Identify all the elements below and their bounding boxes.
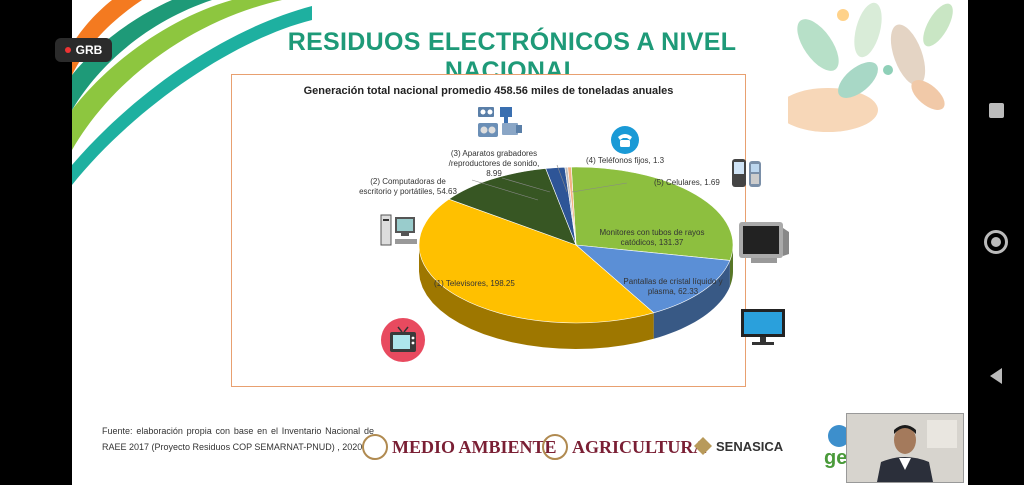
label-pantallas: Pantallas de cristal líquido y plasma, 6… — [623, 277, 723, 296]
logo-senasica: SENASICA — [694, 437, 783, 455]
android-navigation-bar — [968, 0, 1024, 485]
circle-icon — [984, 230, 1008, 254]
pie-slice-1 — [575, 244, 731, 314]
audio-devices-icon — [478, 107, 522, 137]
leader-line-1 — [501, 177, 551, 193]
recent-apps-button[interactable] — [968, 98, 1024, 122]
pie-slice-3 — [448, 168, 577, 246]
cellphone-icon — [732, 159, 761, 187]
logo-ge: ge — [824, 425, 850, 470]
leader-line-3 — [571, 182, 628, 193]
chart-title: Generación total nacional promedio 458.5… — [303, 85, 674, 97]
label-celulares: (5) Celulares, 1.69 — [654, 178, 720, 187]
pie-side-0 — [729, 244, 733, 287]
senasica-mark-icon — [694, 437, 712, 455]
leader-line-2 — [556, 164, 568, 193]
telephone-icon — [611, 126, 639, 154]
seal-icon — [362, 434, 388, 460]
logo-medio-ambiente: MEDIO AMBIENTE — [362, 434, 557, 460]
globe-icon — [828, 425, 850, 447]
seal-icon — [542, 434, 568, 460]
label-computadoras: (2) Computadoras de escritorio y portáti… — [359, 177, 457, 196]
pie-chart-panel: Generación total nacional promedio 458.5… — [231, 74, 789, 387]
crt-monitor-icon — [739, 222, 789, 263]
recording-dot-icon — [64, 47, 71, 53]
flat-screen-icon — [741, 309, 785, 345]
presentation-slide: RESIDUOS ELECTRÓNICOS A NIVEL NACIONAL G… — [72, 0, 968, 485]
label-televisores: (1) Televisores, 198.25 — [434, 279, 515, 288]
pie-chart — [418, 164, 734, 349]
source-note: Fuente: elaboración propia con base en e… — [102, 426, 374, 452]
webcam-preview[interactable] — [846, 413, 964, 483]
pie-slice-0 — [570, 166, 734, 261]
television-icon — [381, 318, 425, 362]
pie-side-1 — [653, 260, 730, 339]
pie-slice-6 — [567, 166, 577, 246]
leader-line-0 — [471, 179, 539, 201]
recording-badge[interactable]: GRB — [55, 38, 112, 62]
presenter-video — [847, 414, 963, 482]
home-button[interactable] — [968, 226, 1024, 258]
back-button[interactable] — [968, 364, 1024, 388]
label-monitores: Monitores con tubos de rayos catódicos, … — [599, 228, 705, 247]
square-icon — [988, 102, 1004, 118]
pie-side-2 — [419, 245, 654, 349]
decorative-leaves — [788, 2, 953, 132]
pie-slice-2 — [418, 198, 655, 324]
logo-agricultura: AGRICULTURA — [542, 434, 706, 460]
back-triangle-icon — [990, 368, 1002, 384]
label-aparatos: (3) Aparatos grabadores /reproductores d… — [448, 149, 540, 178]
label-telefonos: (4) Teléfonos fijos, 1.3 — [586, 156, 665, 165]
desktop-computer-icon — [380, 214, 417, 246]
